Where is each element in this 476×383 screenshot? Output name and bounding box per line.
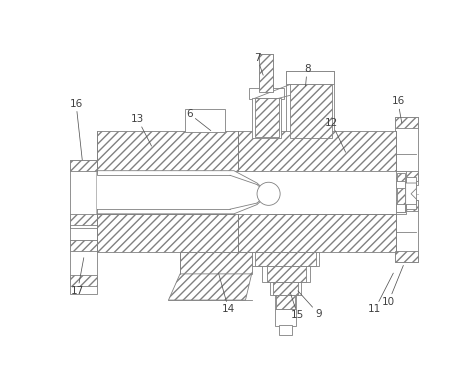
Bar (268, 171, 396, 214)
Bar (395, 117, 418, 185)
Text: 6: 6 (186, 109, 211, 131)
Bar (186, 109, 226, 132)
Polygon shape (397, 173, 405, 211)
Bar (259, 54, 273, 92)
Bar (70, 240, 97, 294)
Bar (395, 200, 418, 262)
Bar (396, 204, 405, 211)
Polygon shape (273, 282, 298, 295)
Bar (70, 160, 97, 228)
Text: 7: 7 (254, 52, 263, 75)
Polygon shape (97, 175, 230, 209)
Bar (252, 98, 281, 138)
Polygon shape (70, 240, 97, 251)
Polygon shape (255, 98, 278, 137)
Text: 11: 11 (368, 273, 393, 314)
Text: 8: 8 (304, 64, 310, 86)
Polygon shape (238, 131, 396, 171)
Bar (286, 70, 334, 85)
Text: 14: 14 (218, 273, 235, 314)
Text: 13: 13 (131, 114, 151, 146)
Polygon shape (395, 171, 418, 182)
Text: 15: 15 (290, 292, 305, 321)
Bar (249, 88, 284, 99)
Bar (396, 181, 405, 188)
Text: 10: 10 (382, 265, 403, 307)
Polygon shape (395, 117, 418, 128)
Polygon shape (70, 160, 97, 171)
Bar (406, 177, 416, 209)
Text: 9: 9 (298, 291, 322, 319)
Circle shape (257, 182, 280, 205)
Polygon shape (406, 183, 416, 205)
Polygon shape (255, 252, 317, 266)
Bar (279, 325, 292, 336)
Bar (275, 309, 296, 326)
Polygon shape (169, 274, 252, 300)
Text: 12: 12 (325, 118, 346, 152)
Bar (270, 282, 301, 295)
Polygon shape (70, 214, 97, 224)
Polygon shape (180, 252, 252, 274)
Text: 16: 16 (391, 97, 405, 123)
Bar (396, 171, 407, 214)
Polygon shape (238, 214, 396, 252)
Polygon shape (97, 171, 268, 214)
Text: 16: 16 (69, 99, 83, 160)
Text: 17: 17 (71, 258, 84, 296)
Polygon shape (395, 200, 418, 211)
Polygon shape (259, 54, 273, 92)
Polygon shape (395, 251, 418, 262)
Polygon shape (97, 131, 238, 171)
Polygon shape (97, 214, 238, 252)
Bar (252, 252, 319, 266)
Polygon shape (290, 85, 332, 138)
Bar (286, 70, 334, 140)
Polygon shape (267, 266, 306, 282)
Bar (262, 266, 310, 282)
Polygon shape (70, 275, 97, 286)
Polygon shape (276, 295, 295, 309)
Bar (275, 295, 296, 309)
